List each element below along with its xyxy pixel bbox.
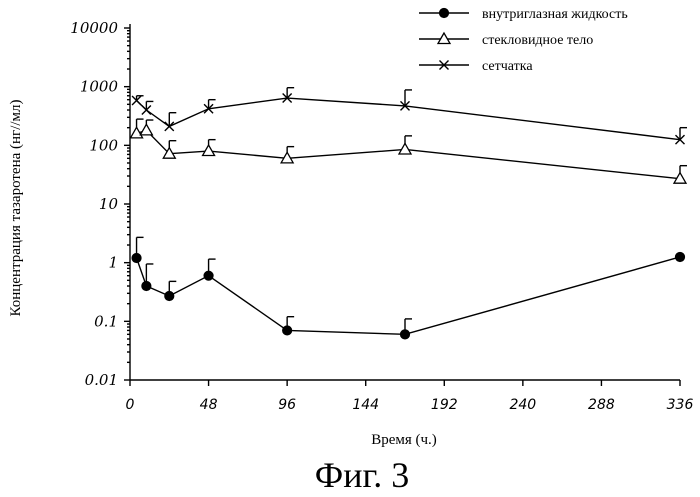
y-tick-label-4: 100 bbox=[89, 136, 118, 154]
data-point-1-1 bbox=[139, 123, 154, 136]
x-tick-label-7: 336 bbox=[667, 397, 694, 413]
data-point-0-5 bbox=[399, 329, 411, 340]
series-line-2 bbox=[136, 97, 681, 141]
x-tick-label-6: 288 bbox=[588, 397, 615, 413]
data-point-2-0 bbox=[131, 95, 142, 106]
data-point-2-5 bbox=[400, 100, 410, 111]
data-point-0-4 bbox=[282, 325, 293, 336]
x-tick-label-2: 96 bbox=[278, 397, 296, 413]
data-point-0-6 bbox=[674, 251, 686, 263]
data-point-2-3 bbox=[203, 103, 214, 114]
y-tick-label-0: 0.01 bbox=[85, 371, 118, 389]
legend-label-2: сетчатка bbox=[482, 59, 533, 74]
plot-area: 0.01 0.1 1 10 100 1000 10000 0 48 96 144 192 240 288 3… bbox=[70, 7, 693, 413]
data-point-2-6 bbox=[675, 134, 685, 145]
y-tick-label-1: 0.1 bbox=[94, 312, 118, 330]
x-tick-label-4: 192 bbox=[431, 397, 458, 413]
legend-label-0: внутриглазная жидкость bbox=[482, 7, 628, 22]
data-point-1-2 bbox=[162, 146, 177, 159]
legend-marker-0 bbox=[438, 7, 450, 19]
legend-marker-1 bbox=[436, 31, 452, 45]
x-tick-label-0: 0 bbox=[126, 397, 135, 413]
y-tick-label-2: 1 bbox=[108, 254, 118, 272]
y-tick-label-5: 1000 bbox=[80, 78, 119, 96]
x-tick-label-3: 144 bbox=[352, 397, 379, 413]
data-point-1-5 bbox=[397, 142, 413, 155]
y-axis-title: Концентрация тазаротена (нг//мл) bbox=[8, 99, 24, 316]
data-point-1-4 bbox=[280, 151, 295, 164]
legend-label-1: стекловидное тело bbox=[482, 33, 593, 48]
data-point-2-2 bbox=[164, 121, 175, 132]
y-tick-label-6: 10000 bbox=[70, 19, 118, 37]
data-point-2-4 bbox=[282, 93, 293, 104]
figure-caption: Фиг. 3 bbox=[315, 455, 409, 495]
data-point-0-2 bbox=[164, 290, 175, 302]
data-point-0-1 bbox=[141, 280, 152, 292]
x-tick-label-5: 240 bbox=[509, 397, 536, 413]
x-axis-title: Время (ч.) bbox=[371, 432, 437, 448]
data-point-0-3 bbox=[203, 270, 214, 281]
data-point-1-6 bbox=[672, 171, 688, 184]
legend-marker-2 bbox=[439, 60, 449, 70]
data-point-1-3 bbox=[201, 143, 216, 157]
data-point-2-1 bbox=[141, 105, 152, 116]
x-tick-label-1: 48 bbox=[200, 397, 218, 413]
y-tick-label-3: 10 bbox=[99, 195, 119, 213]
data-point-0-0 bbox=[131, 252, 142, 264]
series-line-0 bbox=[135, 256, 681, 336]
